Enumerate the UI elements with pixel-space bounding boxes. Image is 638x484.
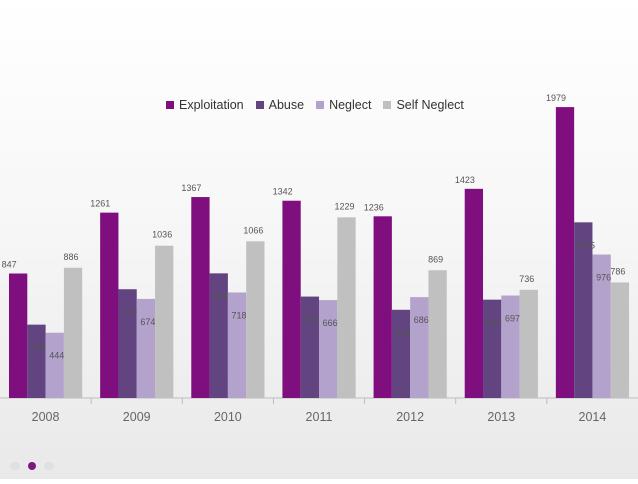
legend-label: Exploitation bbox=[179, 98, 244, 112]
data-label: 674 bbox=[140, 317, 155, 327]
bar bbox=[191, 197, 210, 398]
x-tick-label: 2008 bbox=[32, 410, 60, 424]
bar bbox=[319, 300, 338, 398]
bar bbox=[27, 324, 46, 398]
data-label: 1367 bbox=[181, 183, 201, 193]
bar bbox=[63, 267, 83, 398]
legend: Exploitation Abuse Neglect Self Neglect bbox=[166, 98, 464, 112]
legend-label: Neglect bbox=[329, 98, 372, 112]
x-tick-label: 2013 bbox=[487, 410, 515, 424]
data-label: 697 bbox=[505, 314, 520, 324]
bar bbox=[45, 332, 64, 398]
legend-swatch bbox=[316, 101, 325, 109]
pagination-dot[interactable] bbox=[10, 462, 20, 470]
bar bbox=[155, 245, 174, 398]
data-label: 886 bbox=[64, 252, 79, 262]
bar bbox=[209, 273, 228, 398]
data-label: 669 bbox=[487, 318, 502, 328]
data-label: 1342 bbox=[273, 187, 293, 197]
x-tick-label: 2009 bbox=[123, 410, 151, 424]
legend-label: Self Neglect bbox=[396, 98, 464, 112]
bar bbox=[391, 309, 411, 398]
data-label: 1195 bbox=[576, 240, 595, 250]
data-label: 1236 bbox=[364, 202, 384, 212]
bar bbox=[337, 217, 356, 398]
data-label: 848 bbox=[213, 291, 228, 301]
data-label: 1979 bbox=[546, 93, 566, 103]
bar bbox=[100, 212, 119, 398]
data-label: 718 bbox=[232, 310, 247, 320]
bar bbox=[428, 270, 447, 398]
data-label: 690 bbox=[304, 315, 319, 325]
bar bbox=[483, 299, 502, 398]
bar bbox=[610, 282, 630, 398]
data-label: 1066 bbox=[243, 225, 263, 235]
bar bbox=[519, 289, 538, 398]
data-label: 444 bbox=[49, 351, 64, 361]
data-label: 740 bbox=[122, 307, 137, 317]
legend-item: Exploitation bbox=[166, 98, 244, 112]
data-label: 600 bbox=[396, 328, 411, 338]
bar bbox=[555, 107, 575, 398]
x-tick-label: 2014 bbox=[579, 410, 607, 424]
data-label: 976 bbox=[596, 273, 611, 283]
bar bbox=[118, 289, 137, 398]
data-label: 499 bbox=[31, 343, 46, 353]
x-tick-label: 2010 bbox=[214, 410, 242, 424]
bar bbox=[227, 292, 247, 398]
data-label: 1261 bbox=[90, 199, 110, 209]
legend-swatch bbox=[255, 101, 264, 109]
bar bbox=[373, 216, 392, 398]
legend-item: Abuse bbox=[255, 98, 305, 112]
x-tick-label: 2012 bbox=[396, 410, 424, 424]
bar bbox=[136, 298, 156, 398]
data-label: 1229 bbox=[334, 201, 354, 211]
bar bbox=[464, 188, 484, 398]
pagination-dot[interactable] bbox=[28, 462, 36, 470]
pagination-dot[interactable] bbox=[44, 462, 54, 470]
slide-pagination bbox=[10, 462, 54, 470]
data-label: 666 bbox=[323, 318, 338, 328]
data-label: 786 bbox=[610, 266, 625, 276]
legend-label: Abuse bbox=[268, 98, 305, 112]
legend-item: Self Neglect bbox=[383, 98, 464, 112]
legend-swatch bbox=[166, 101, 174, 109]
legend-swatch bbox=[383, 101, 392, 109]
x-tick-label: 2011 bbox=[306, 410, 333, 424]
bar bbox=[246, 241, 265, 398]
bar bbox=[501, 295, 520, 398]
data-label: 686 bbox=[414, 315, 429, 325]
bar bbox=[574, 222, 593, 398]
bar bbox=[300, 296, 320, 398]
bar bbox=[282, 200, 301, 398]
data-label: 869 bbox=[428, 254, 443, 264]
bar bbox=[592, 254, 611, 398]
data-label: 736 bbox=[519, 274, 534, 284]
legend-item: Neglect bbox=[316, 98, 371, 112]
data-label: 847 bbox=[2, 259, 17, 269]
data-label: 1423 bbox=[455, 175, 475, 185]
bar bbox=[9, 273, 28, 398]
bar bbox=[410, 297, 429, 398]
data-label: 1036 bbox=[152, 230, 172, 240]
